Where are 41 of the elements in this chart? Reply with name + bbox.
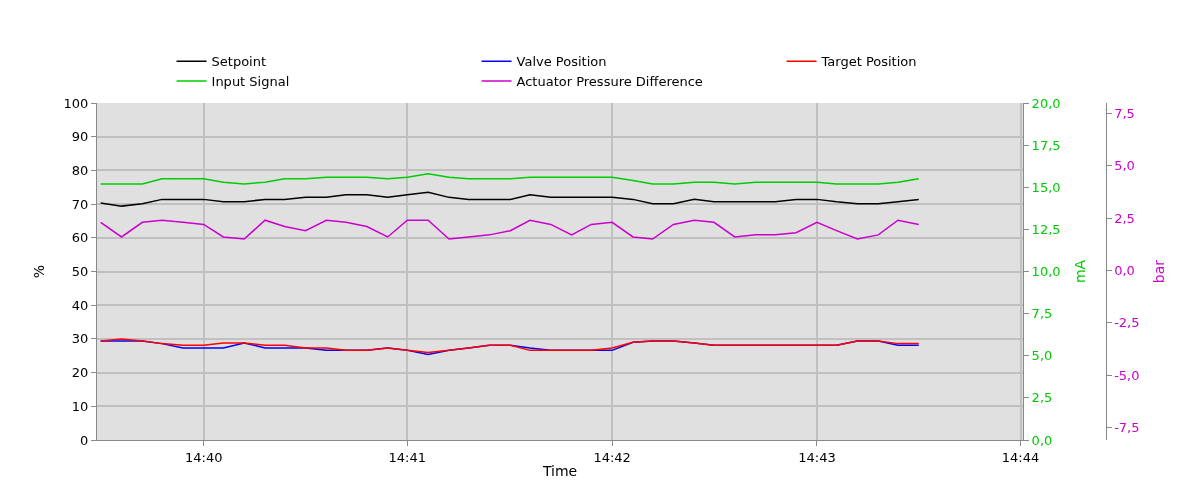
- y-tick-label: 50: [71, 264, 89, 280]
- legend-label: Actuator Pressure Difference: [516, 74, 703, 90]
- x-tick-label: 14:40: [184, 449, 223, 465]
- x-tick-label: 14:43: [798, 449, 836, 465]
- y-tick-label: 40: [71, 297, 89, 313]
- legend-label: Target Position: [820, 54, 917, 70]
- y3-tick-label: 2,5: [1114, 210, 1135, 226]
- y2-tick-label: 0,0: [1031, 432, 1053, 448]
- y2-tick-label: 10,0: [1031, 264, 1061, 280]
- y-tick-label: 90: [71, 129, 89, 145]
- y3-tick-label: 7,5: [1114, 106, 1135, 122]
- x-tick-label: 14:44: [1001, 449, 1040, 465]
- y-tick-label: 30: [71, 331, 89, 347]
- y-tick-label: 80: [71, 162, 89, 178]
- y-axis-title: %: [31, 264, 48, 279]
- y2-tick-label: 17,5: [1031, 137, 1061, 153]
- y-tick-label: 100: [63, 95, 89, 111]
- y-tick-label: 60: [71, 230, 89, 246]
- y3-tick-label: 0,0: [1114, 263, 1135, 278]
- y2-tick-label: 15,0: [1031, 179, 1061, 195]
- x-tick-label: 14:41: [388, 449, 427, 465]
- y2-tick-label: 12,5: [1031, 221, 1061, 237]
- y2-tick-label: 2,5: [1031, 390, 1053, 406]
- legend-label: Valve Position: [516, 54, 607, 70]
- y3-tick-label: -2,5: [1114, 315, 1140, 331]
- y-tick-label: 10: [71, 398, 89, 414]
- y-tick-label: 20: [71, 365, 89, 381]
- y3-axis-title: bar: [1150, 259, 1167, 284]
- y3-tick-label: 5,0: [1114, 158, 1135, 174]
- y-tick-label: 70: [71, 196, 89, 212]
- legend-label: Input Signal: [211, 74, 290, 90]
- legend-label: Setpoint: [211, 54, 267, 70]
- x-axis-title: Time: [541, 462, 578, 479]
- y2-tick-label: 5,0: [1031, 348, 1053, 364]
- y3-tick-label: -5,0: [1114, 367, 1140, 383]
- y2-tick-label: 7,5: [1031, 306, 1053, 322]
- y3-tick-label: -7,5: [1114, 419, 1140, 435]
- y2-tick-label: 20,0: [1031, 95, 1061, 111]
- x-tick-label: 14:42: [593, 449, 631, 465]
- y-tick-label: 0: [80, 432, 89, 448]
- y2-axis-title: mA: [1071, 259, 1088, 284]
